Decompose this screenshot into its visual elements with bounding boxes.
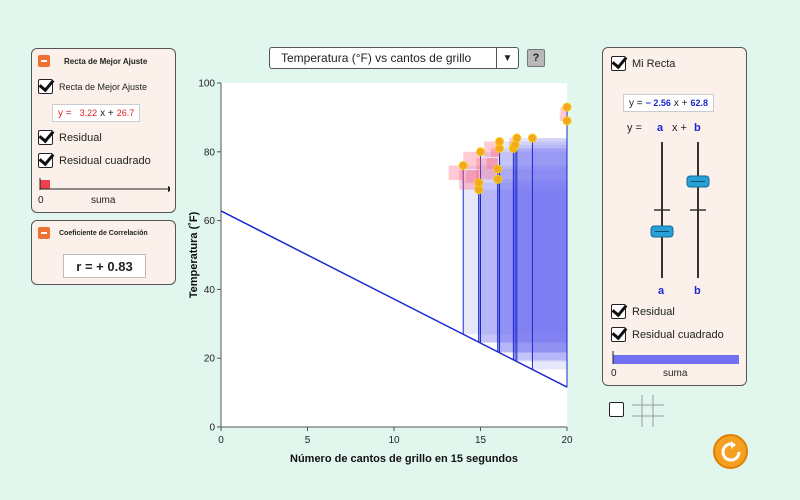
best-residual-square (476, 157, 498, 180)
my-line-intercept: 62.8 (690, 98, 709, 108)
dataset-select-value: Temperatura (°F) vs cantos de grillo (281, 51, 472, 65)
correlation-title: Coeficiente de Correlación (59, 229, 148, 237)
data-point (512, 133, 522, 143)
my-line-checkbox[interactable] (611, 56, 626, 71)
data-point (476, 147, 485, 157)
x-tick-label: 5 (305, 435, 311, 446)
best-fit-residual-label: Residual (59, 131, 102, 144)
best-fit-slope: 3.22 (79, 108, 98, 118)
best-fit-sum-label: suma (91, 195, 116, 206)
my-line-residual-label: Residual (632, 305, 675, 318)
slider-eq-y: y = (627, 122, 642, 134)
my-residual-square (478, 182, 567, 343)
intercept-slider-label: b (694, 285, 701, 297)
my-line (221, 210, 567, 388)
correlation-value: r = + 0.83 (63, 254, 146, 278)
data-point (474, 178, 484, 188)
best-residual-square (448, 165, 464, 181)
my-residual-square (499, 148, 567, 353)
my-residual-square (513, 148, 567, 360)
data-point (562, 116, 572, 126)
correlation-panel: Coeficiente de Correlación r = + 0.83 (31, 220, 176, 285)
collapse-best-fit-button[interactable] (38, 55, 50, 67)
my-line-sum-zero: 0 (611, 368, 617, 379)
y-tick-label: 60 (204, 216, 216, 227)
slider-eq-x: x + (672, 122, 687, 134)
best-fit-eq-x: x + (100, 107, 114, 119)
my-residual-squares (463, 138, 567, 370)
best-fit-residual-sq-label: Residual cuadrado (59, 154, 151, 167)
slope-slider[interactable] (647, 140, 677, 280)
my-line-equation: y = − 2.56 x + 62.8 (623, 94, 715, 112)
dataset-select[interactable]: Temperatura (°F) vs cantos de grillo ▼ (269, 47, 519, 69)
reset-button[interactable] (713, 434, 748, 469)
x-axis-label: Número de cantos de grillo en 15 segundo… (290, 453, 518, 465)
my-line-title: Mi Recta (632, 57, 676, 70)
intercept-slider[interactable] (683, 140, 713, 280)
my-residual-square (499, 141, 567, 353)
best-residual-square (484, 141, 500, 157)
grid-checkbox[interactable] (609, 402, 624, 417)
slider-eq-a: a (657, 122, 664, 134)
best-fit-eq-y: y = (58, 107, 72, 119)
x-tick-label: 0 (218, 435, 224, 446)
y-tick-label: 20 (204, 354, 216, 365)
best-residual-square (559, 113, 567, 121)
best-fit-intercept: 26.7 (116, 108, 135, 118)
slider-eq-b: b (694, 122, 701, 134)
best-residual-square (486, 157, 498, 169)
best-residual-square (560, 107, 567, 114)
my-residual-square (515, 144, 567, 361)
x-tick-label: 10 (388, 435, 400, 446)
show-best-fit-checkbox[interactable] (38, 79, 53, 94)
data-point (493, 174, 503, 184)
best-residual-square (459, 170, 479, 190)
show-best-fit-label: Recta de Mejor Ajuste (59, 81, 148, 92)
my-line-residual-sq-checkbox[interactable] (611, 327, 626, 342)
y-tick-label: 100 (198, 79, 215, 90)
slope-slider-label: a (658, 285, 665, 297)
data-point (458, 161, 468, 171)
x-tick-label: 20 (561, 435, 573, 446)
chevron-down-icon[interactable]: ▼ (496, 48, 518, 68)
grid-icon (632, 395, 664, 427)
help-button[interactable]: ? (527, 49, 545, 67)
data-point (562, 102, 572, 112)
my-line-eq-x: x + (673, 97, 688, 109)
x-tick-label: 15 (475, 435, 487, 446)
y-tick-label: 40 (204, 285, 216, 296)
my-line-residual-sq-label: Residual cuadrado (632, 328, 724, 341)
data-point (493, 164, 503, 174)
data-point (527, 133, 537, 143)
best-fit-panel: Recta de Mejor Ajuste Recta de Mejor Aju… (31, 48, 176, 213)
y-axis-label: Temperatura (˚F) (188, 211, 200, 298)
my-line-eq-y: y = (629, 97, 643, 109)
best-fit-residual-checkbox[interactable] (38, 130, 53, 145)
best-fit-residual-sq-checkbox[interactable] (38, 153, 53, 168)
best-fit-equation: y = 3.22 x + 26.7 (52, 104, 141, 122)
my-residual-square (532, 138, 567, 370)
best-residual-square (491, 148, 500, 157)
my-line-residual-checkbox[interactable] (611, 304, 626, 319)
my-line-slope: − 2.56 (645, 98, 671, 108)
my-line-panel: Mi Recta y = − 2.56 x + 62.8 y = a x + b… (602, 47, 747, 386)
refresh-icon (721, 440, 740, 461)
y-tick-label: 80 (204, 147, 216, 158)
best-fit-sum-bar (39, 178, 170, 192)
my-residual-square (478, 189, 567, 343)
best-fit-sum-zero: 0 (38, 195, 44, 206)
collapse-correlation-button[interactable] (38, 227, 50, 239)
data-point (495, 136, 505, 146)
y-tick-label: 0 (209, 423, 215, 434)
my-residual-square (516, 138, 567, 362)
best-fit-title: Recta de Mejor Ajuste (64, 56, 148, 66)
plot-area (221, 83, 567, 427)
my-residual-square (480, 151, 567, 344)
my-line-sum-label: suma (663, 368, 688, 379)
my-line-sum-bar (612, 351, 739, 364)
